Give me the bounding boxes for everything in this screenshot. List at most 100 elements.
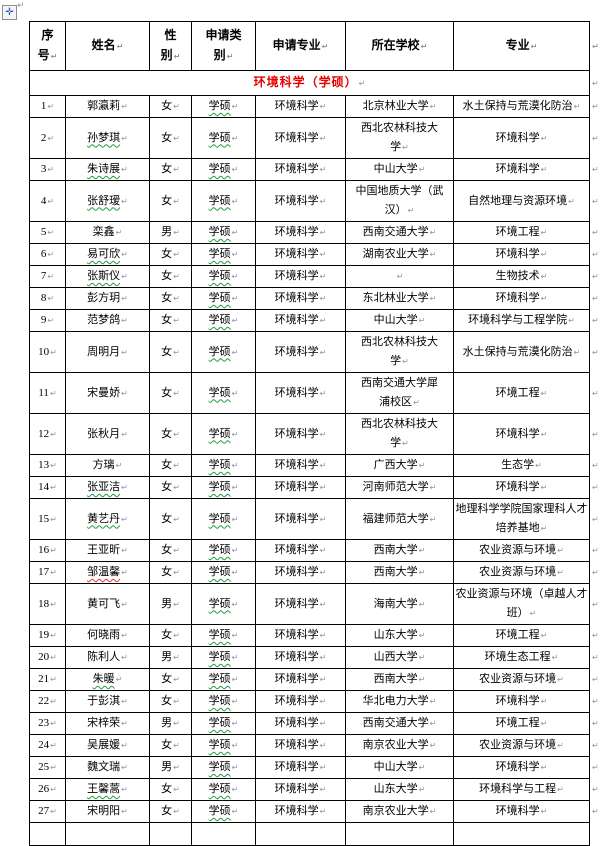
paragraph-mark: ↵ [121,631,128,640]
cell-major: 农业资源与环境↵ [453,561,590,584]
table-row: 6↵ 易可欣↵ 女↵ 学硕↵ 环境科学↵ 湖南农业大学↵ 环境科学↵ ↵ [29,243,610,266]
paragraph-mark: ↵ [319,272,327,281]
cell-category: 学硕↵ [191,668,256,691]
paragraph-mark: ↵ [540,807,548,816]
paragraph-mark: ↵ [429,807,437,816]
empty-cell [65,822,150,846]
paragraph-mark: ↵ [50,719,57,728]
table-row: 19↵ 何晓雨↵ 女↵ 学硕↵ 环境科学↵ 山东大学↵ 环境工程↵ ↵ [29,624,610,647]
paragraph-mark: ↵ [121,719,128,728]
cell-apply-major: 环境科学↵ [255,668,346,691]
paragraph-mark: ↵ [540,631,548,640]
paragraph-mark: ↵ [50,429,57,439]
paragraph-mark: ↵ [231,165,239,174]
cell-no: 26↵ [29,778,66,801]
cell-no: 2↵ [29,117,66,159]
cell-no: 17↵ [29,561,66,584]
cell-no: 5↵ [29,221,66,244]
paragraph-mark: ↵ [173,653,180,662]
paragraph-mark: ↵ [568,196,575,206]
cell-gender: 男↵ [149,756,192,779]
row-end-mark: ↵ [589,646,610,669]
paragraph-mark: ↵ [115,228,123,237]
paragraph-mark: ↵ [540,524,548,533]
paragraph-mark: ↵ [231,102,239,111]
paragraph-mark: ↵ [529,609,537,618]
cell-apply-major: 环境科学↵ [255,646,346,669]
paragraph-mark: ↵ [50,675,57,684]
cell-category: 学硕↵ [191,265,256,288]
col-header-gender: 性 别↵ [149,21,192,71]
paragraph-mark: ↵ [429,719,437,728]
paragraph-mark: ↵ [418,568,426,577]
cell-apply-major: 环境科学↵ [255,265,346,288]
cell-major: 环境科学↵ [453,476,590,499]
cell-gender: 男↵ [149,712,192,735]
table-move-handle-icon[interactable]: ✛ [2,5,17,20]
paragraph-mark: ↵ [121,429,128,439]
cell-category: 学硕↵ [191,561,256,584]
col-header-school: 所在学校↵ [345,21,454,71]
cell-gender: 女↵ [149,734,192,757]
paragraph-mark: ↵ [121,347,128,357]
cell-major: 农业资源与环境↵ [453,539,590,562]
paragraph-mark: ↵ [173,165,180,174]
table-row: 21↵ 朱暖↵ 女↵ 学硕↵ 环境科学↵ 西南大学↵ 农业资源与环境↵ ↵ [29,668,610,691]
cell-school: 中山大学↵ [345,158,454,181]
table-row: 11↵ 宋曼娇↵ 女↵ 学硕↵ 环境科学↵ 西南交通大学犀 浦校区↵ 环境工程↵… [29,372,610,414]
paragraph-mark: ↵ [407,206,415,215]
paragraph-mark: ↵ [231,785,239,794]
paragraph-mark: ↵ [47,133,55,143]
row-end-mark: ↵ [589,498,610,540]
col-header-no: 序 号↵ [29,21,66,71]
table-row: 15↵ 黄艺丹↵ 女↵ 学硕↵ 环境科学↵ 福建师范大学↵ 地理科学学院国家理科… [29,498,610,540]
paragraph-mark: ↵ [231,294,239,303]
cell-apply-major: 环境科学↵ [255,158,346,181]
table-row: 10↵ 周明月↵ 女↵ 学硕↵ 环境科学↵ 西北农林科技大 学↵ 水土保持与荒漠… [29,331,610,373]
cell-apply-major: 环境科学↵ [255,331,346,373]
paragraph-mark: ↵ [319,316,327,325]
row-end-mark: ↵ [589,372,610,414]
paragraph-mark: ↵ [319,631,327,640]
paragraph-mark: ↵ [231,653,239,662]
cell-school: 西南大学↵ [345,668,454,691]
row-end-mark: ↵ [589,287,610,310]
cell-major: 环境科学与工程学院↵ [453,309,590,332]
paragraph-mark: ↵ [50,347,57,357]
cell-name: 张舒瑷↵ [65,180,150,222]
paragraph-mark: ↵ [50,785,57,794]
paragraph-mark: ↵ [173,196,180,206]
paragraph-mark: ↵ [116,42,124,51]
cell-school: 中山大学↵ [345,756,454,779]
cell-no: 9↵ [29,309,66,332]
cell-gender: 女↵ [149,690,192,713]
cell-gender: 女↵ [149,454,192,477]
paragraph-mark: ↵ [50,568,57,577]
paragraph-mark: ↵ [557,675,564,684]
paragraph-mark: ↵ [535,461,542,470]
cell-apply-major: 环境科学↵ [255,372,346,414]
row-end-mark: ↵ [589,778,610,801]
paragraph-mark: ↵ [557,785,564,794]
cell-name: 方璃↵ [65,454,150,477]
header-row: 序 号↵ 姓名↵ 性 别↵ 申请类 别↵ 申请专业↵ 所在学校↵ 专业↵ ↵ [29,21,610,71]
cell-name: 陈利人↵ [65,646,150,669]
cell-major: 环境工程↵ [453,712,590,735]
cell-major: 生物技术↵ [453,265,590,288]
cell-category: 学硕↵ [191,243,256,266]
cell-no: 1↵ [29,95,66,118]
cell-name: 黄艺丹↵ [65,498,150,540]
paragraph-mark: ↵ [173,272,180,281]
paragraph-mark: ↵ [231,631,239,640]
paragraph-mark: ↵ [231,133,239,143]
paragraph-mark: ↵ [429,697,437,706]
cell-major: 环境科学↵ [453,800,590,823]
paragraph-mark: ↵ [540,697,548,706]
row-end-mark [589,822,610,846]
paragraph-mark: ↵ [115,461,123,470]
cell-apply-major: 环境科学↵ [255,539,346,562]
paragraph-mark: ↵ [402,357,409,366]
cell-school: 西南大学↵ [345,561,454,584]
paragraph-mark: ↵ [173,741,180,750]
paragraph-mark: ↵ [319,196,327,206]
